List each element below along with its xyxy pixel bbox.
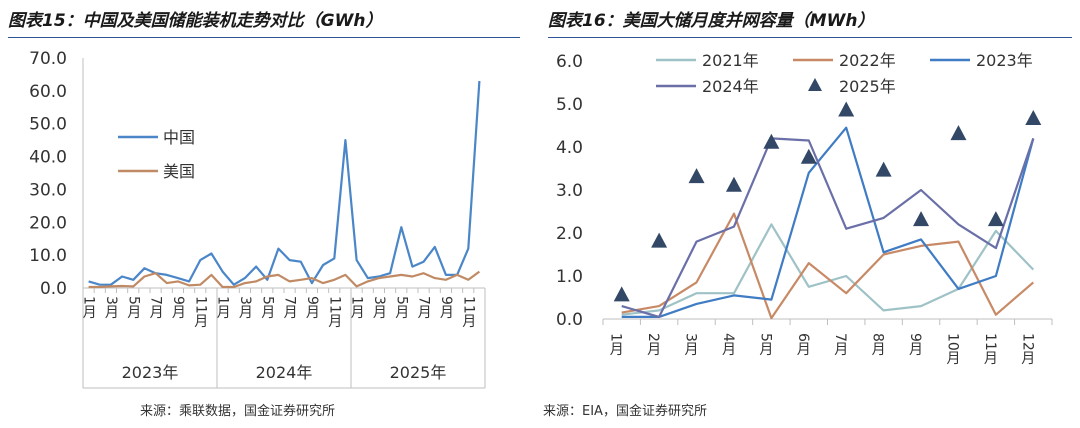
right-series-2024年-line (621, 137, 1035, 318)
right-y-tick-label: 2.0 (556, 224, 583, 244)
left-series-us-line (88, 270, 481, 289)
left-month-label: 9月 (304, 296, 320, 320)
right-2025-marker (950, 125, 967, 141)
right-2025-marker (613, 286, 630, 302)
right-y-tick-label: 6.0 (556, 52, 583, 72)
right-month-label: 10月 (944, 333, 960, 366)
right-legend-swatch (808, 78, 822, 91)
right-2025-marker (688, 168, 705, 184)
right-month-label: 2月 (645, 333, 661, 357)
right-y-tick-label: 0.0 (556, 310, 583, 330)
right-legend-label: 2025年 (839, 77, 896, 96)
left-month-label: 3月 (371, 296, 387, 320)
right-month-label: 6月 (795, 333, 811, 357)
left-month-label: 7月 (416, 296, 432, 320)
left-y-tick-label: 50.0 (29, 115, 67, 135)
right-2025-marker (651, 232, 668, 248)
right-y-tick-label: 1.0 (556, 267, 583, 287)
right-title-rule (548, 37, 1072, 38)
right-legend-label: 2023年 (976, 51, 1033, 70)
left-month-label: 3月 (103, 296, 119, 320)
left-legend-label: 中国 (163, 128, 195, 147)
left-month-label: 3月 (237, 296, 253, 320)
left-month-label: 9月 (438, 296, 454, 320)
right-series-2021年-line (621, 223, 1035, 316)
right-y-tick-label: 5.0 (556, 95, 583, 115)
left-month-label: 5月 (259, 296, 275, 320)
right-month-label: 8月 (870, 333, 886, 357)
left-month-label: 11月 (326, 296, 342, 329)
left-y-tick-label: 20.0 (29, 213, 67, 233)
left-month-label: 9月 (170, 296, 186, 320)
left-year-label: 2023年 (122, 363, 179, 382)
left-year-label: 2024年 (256, 363, 313, 382)
right-2025-marker (875, 161, 892, 177)
left-month-label: 1月 (215, 296, 231, 320)
left-source-note: 来源：乘联数据，国金证券研究所 (140, 404, 336, 419)
left-month-label: 5月 (393, 296, 409, 320)
left-year-label: 2025年 (390, 363, 447, 382)
right-legend-label: 2021年 (702, 51, 759, 70)
right-legend-label: 2024年 (702, 77, 759, 96)
right-2025-marker (913, 211, 930, 227)
right-2025-marker (838, 101, 855, 117)
right-month-label: 4月 (720, 333, 736, 357)
right-month-label: 11月 (982, 333, 998, 366)
left-series-china-line (88, 80, 481, 286)
right-2025-marker (763, 133, 780, 149)
right-2025-marker (987, 211, 1004, 227)
right-month-label: 12月 (1019, 333, 1035, 366)
left-month-label: 11月 (460, 296, 476, 329)
left-month-label: 7月 (148, 296, 164, 320)
left-month-label: 7月 (282, 296, 298, 320)
left-legend-label: 美国 (163, 162, 195, 181)
right-2025-marker (800, 148, 817, 164)
right-y-tick-label: 3.0 (556, 181, 583, 201)
right-legend-label: 2022年 (839, 51, 896, 70)
left-month-label: 11月 (192, 296, 208, 329)
right-2025-marker (725, 176, 742, 192)
right-month-label: 9月 (907, 333, 923, 357)
right-y-tick-label: 4.0 (556, 138, 583, 158)
left-y-tick-label: 60.0 (29, 82, 67, 102)
right-month-label: 1月 (608, 333, 624, 357)
right-month-label: 7月 (832, 333, 848, 357)
left-title-rule (8, 37, 520, 38)
right-chart-title: 图表16：美国大储月度并网容量（MWh） (548, 11, 875, 31)
left-y-tick-label: 10.0 (29, 246, 67, 266)
left-y-tick-label: 40.0 (29, 148, 67, 168)
right-month-label: 3月 (683, 333, 699, 357)
left-y-tick-label: 30.0 (29, 180, 67, 200)
right-month-label: 5月 (757, 333, 773, 357)
left-month-label: 1月 (349, 296, 365, 320)
left-chart-title: 图表15：中国及美国储能装机走势对比（GWh） (8, 11, 383, 31)
right-2025-marker (1025, 110, 1042, 126)
left-y-tick-label: 0.0 (40, 279, 67, 299)
left-y-tick-label: 70.0 (29, 49, 67, 69)
right-series-2023年-line (621, 126, 1035, 318)
right-series-2022年-line (621, 212, 1035, 320)
left-month-label: 1月 (81, 296, 97, 320)
left-month-label: 5月 (125, 296, 141, 320)
right-source-note: 来源：EIA，国金证券研究所 (543, 404, 707, 419)
